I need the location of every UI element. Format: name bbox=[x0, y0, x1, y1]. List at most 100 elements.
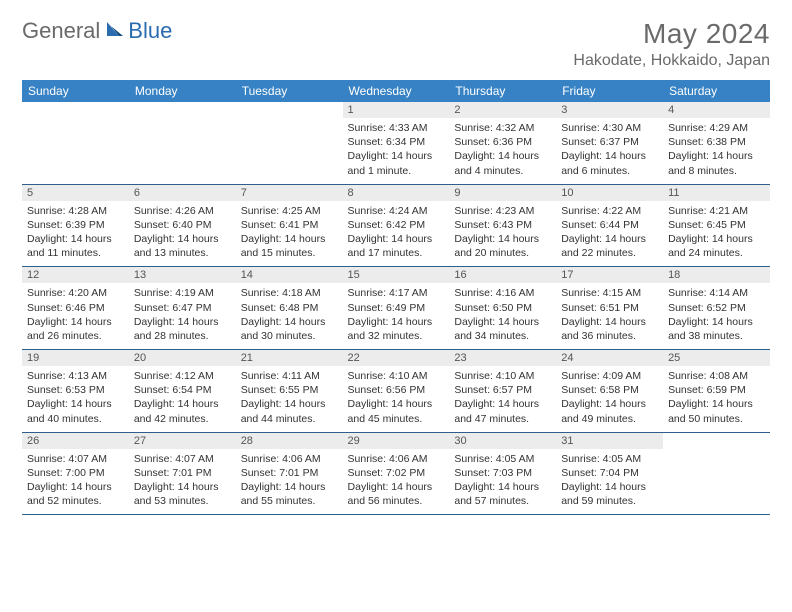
day-number: 7 bbox=[236, 185, 343, 201]
calendar-cell: 16Sunrise: 4:16 AMSunset: 6:50 PMDayligh… bbox=[449, 267, 556, 350]
day-details: Sunrise: 4:20 AMSunset: 6:46 PMDaylight:… bbox=[22, 283, 129, 349]
calendar-cell: 26Sunrise: 4:07 AMSunset: 7:00 PMDayligh… bbox=[22, 432, 129, 515]
day-number: 27 bbox=[129, 433, 236, 449]
calendar-cell: 31Sunrise: 4:05 AMSunset: 7:04 PMDayligh… bbox=[556, 432, 663, 515]
day-details: Sunrise: 4:17 AMSunset: 6:49 PMDaylight:… bbox=[343, 283, 450, 349]
day-number: 5 bbox=[22, 185, 129, 201]
calendar-cell: 6Sunrise: 4:26 AMSunset: 6:40 PMDaylight… bbox=[129, 184, 236, 267]
day-number: 11 bbox=[663, 185, 770, 201]
day-number: 18 bbox=[663, 267, 770, 283]
day-number: 30 bbox=[449, 433, 556, 449]
day-number: 26 bbox=[22, 433, 129, 449]
day-number: 25 bbox=[663, 350, 770, 366]
calendar-cell: 3Sunrise: 4:30 AMSunset: 6:37 PMDaylight… bbox=[556, 102, 663, 184]
calendar-cell: 24Sunrise: 4:09 AMSunset: 6:58 PMDayligh… bbox=[556, 350, 663, 433]
day-details: Sunrise: 4:05 AMSunset: 7:03 PMDaylight:… bbox=[449, 449, 556, 515]
day-details: Sunrise: 4:16 AMSunset: 6:50 PMDaylight:… bbox=[449, 283, 556, 349]
calendar-row: 26Sunrise: 4:07 AMSunset: 7:00 PMDayligh… bbox=[22, 432, 770, 515]
calendar-row: 5Sunrise: 4:28 AMSunset: 6:39 PMDaylight… bbox=[22, 184, 770, 267]
calendar-row: 19Sunrise: 4:13 AMSunset: 6:53 PMDayligh… bbox=[22, 350, 770, 433]
calendar-cell: 29Sunrise: 4:06 AMSunset: 7:02 PMDayligh… bbox=[343, 432, 450, 515]
calendar-cell: . bbox=[129, 102, 236, 184]
day-number: 1 bbox=[343, 102, 450, 118]
day-details: Sunrise: 4:06 AMSunset: 7:02 PMDaylight:… bbox=[343, 449, 450, 515]
day-number: 20 bbox=[129, 350, 236, 366]
day-number: 15 bbox=[343, 267, 450, 283]
calendar-cell: 14Sunrise: 4:18 AMSunset: 6:48 PMDayligh… bbox=[236, 267, 343, 350]
day-number: 14 bbox=[236, 267, 343, 283]
calendar-cell: 5Sunrise: 4:28 AMSunset: 6:39 PMDaylight… bbox=[22, 184, 129, 267]
day-number: 24 bbox=[556, 350, 663, 366]
day-number: 4 bbox=[663, 102, 770, 118]
calendar-cell: 27Sunrise: 4:07 AMSunset: 7:01 PMDayligh… bbox=[129, 432, 236, 515]
calendar-header-row: SundayMondayTuesdayWednesdayThursdayFrid… bbox=[22, 80, 770, 102]
day-number: 23 bbox=[449, 350, 556, 366]
page-title: May 2024 bbox=[573, 18, 770, 50]
day-details: Sunrise: 4:22 AMSunset: 6:44 PMDaylight:… bbox=[556, 201, 663, 267]
calendar-cell: 23Sunrise: 4:10 AMSunset: 6:57 PMDayligh… bbox=[449, 350, 556, 433]
logo: General Blue bbox=[22, 18, 172, 44]
logo-text-general: General bbox=[22, 18, 100, 44]
day-details: Sunrise: 4:08 AMSunset: 6:59 PMDaylight:… bbox=[663, 366, 770, 432]
calendar-table: SundayMondayTuesdayWednesdayThursdayFrid… bbox=[22, 80, 770, 515]
day-number: 9 bbox=[449, 185, 556, 201]
day-number: 19 bbox=[22, 350, 129, 366]
day-details: Sunrise: 4:18 AMSunset: 6:48 PMDaylight:… bbox=[236, 283, 343, 349]
day-number: 13 bbox=[129, 267, 236, 283]
location-text: Hakodate, Hokkaido, Japan bbox=[573, 52, 770, 70]
day-details: Sunrise: 4:29 AMSunset: 6:38 PMDaylight:… bbox=[663, 118, 770, 184]
sail-icon bbox=[105, 20, 125, 43]
header: General Blue May 2024 Hakodate, Hokkaido… bbox=[22, 18, 770, 70]
day-details: Sunrise: 4:21 AMSunset: 6:45 PMDaylight:… bbox=[663, 201, 770, 267]
day-number: 21 bbox=[236, 350, 343, 366]
calendar-cell: 20Sunrise: 4:12 AMSunset: 6:54 PMDayligh… bbox=[129, 350, 236, 433]
day-details: Sunrise: 4:11 AMSunset: 6:55 PMDaylight:… bbox=[236, 366, 343, 432]
calendar-cell: 4Sunrise: 4:29 AMSunset: 6:38 PMDaylight… bbox=[663, 102, 770, 184]
calendar-cell: 25Sunrise: 4:08 AMSunset: 6:59 PMDayligh… bbox=[663, 350, 770, 433]
day-header: Tuesday bbox=[236, 80, 343, 102]
day-details: Sunrise: 4:14 AMSunset: 6:52 PMDaylight:… bbox=[663, 283, 770, 349]
day-number: 3 bbox=[556, 102, 663, 118]
day-details: Sunrise: 4:30 AMSunset: 6:37 PMDaylight:… bbox=[556, 118, 663, 184]
calendar-cell: 19Sunrise: 4:13 AMSunset: 6:53 PMDayligh… bbox=[22, 350, 129, 433]
calendar-cell: 30Sunrise: 4:05 AMSunset: 7:03 PMDayligh… bbox=[449, 432, 556, 515]
day-details: Sunrise: 4:07 AMSunset: 7:01 PMDaylight:… bbox=[129, 449, 236, 515]
calendar-body: . . . 1Sunrise: 4:33 AMSunset: 6:34 PMDa… bbox=[22, 102, 770, 515]
day-number: 31 bbox=[556, 433, 663, 449]
day-details: Sunrise: 4:33 AMSunset: 6:34 PMDaylight:… bbox=[343, 118, 450, 184]
day-details: Sunrise: 4:26 AMSunset: 6:40 PMDaylight:… bbox=[129, 201, 236, 267]
day-number: 6 bbox=[129, 185, 236, 201]
calendar-row: 12Sunrise: 4:20 AMSunset: 6:46 PMDayligh… bbox=[22, 267, 770, 350]
calendar-cell: . bbox=[22, 102, 129, 184]
calendar-cell: 22Sunrise: 4:10 AMSunset: 6:56 PMDayligh… bbox=[343, 350, 450, 433]
day-number: 17 bbox=[556, 267, 663, 283]
day-header: Monday bbox=[129, 80, 236, 102]
day-number: 2 bbox=[449, 102, 556, 118]
calendar-cell: 7Sunrise: 4:25 AMSunset: 6:41 PMDaylight… bbox=[236, 184, 343, 267]
title-block: May 2024 Hakodate, Hokkaido, Japan bbox=[573, 18, 770, 70]
day-details: Sunrise: 4:06 AMSunset: 7:01 PMDaylight:… bbox=[236, 449, 343, 515]
calendar-cell: 18Sunrise: 4:14 AMSunset: 6:52 PMDayligh… bbox=[663, 267, 770, 350]
day-number: 22 bbox=[343, 350, 450, 366]
calendar-cell: 11Sunrise: 4:21 AMSunset: 6:45 PMDayligh… bbox=[663, 184, 770, 267]
day-header: Wednesday bbox=[343, 80, 450, 102]
calendar-cell: 10Sunrise: 4:22 AMSunset: 6:44 PMDayligh… bbox=[556, 184, 663, 267]
calendar-cell: 2Sunrise: 4:32 AMSunset: 6:36 PMDaylight… bbox=[449, 102, 556, 184]
day-details: Sunrise: 4:13 AMSunset: 6:53 PMDaylight:… bbox=[22, 366, 129, 432]
day-details: Sunrise: 4:12 AMSunset: 6:54 PMDaylight:… bbox=[129, 366, 236, 432]
calendar-cell: 21Sunrise: 4:11 AMSunset: 6:55 PMDayligh… bbox=[236, 350, 343, 433]
calendar-cell: 12Sunrise: 4:20 AMSunset: 6:46 PMDayligh… bbox=[22, 267, 129, 350]
day-header: Thursday bbox=[449, 80, 556, 102]
calendar-cell: 9Sunrise: 4:23 AMSunset: 6:43 PMDaylight… bbox=[449, 184, 556, 267]
day-number: 12 bbox=[22, 267, 129, 283]
day-details: Sunrise: 4:32 AMSunset: 6:36 PMDaylight:… bbox=[449, 118, 556, 184]
calendar-cell: 8Sunrise: 4:24 AMSunset: 6:42 PMDaylight… bbox=[343, 184, 450, 267]
logo-text-blue: Blue bbox=[128, 18, 172, 44]
day-number: 16 bbox=[449, 267, 556, 283]
calendar-cell: 28Sunrise: 4:06 AMSunset: 7:01 PMDayligh… bbox=[236, 432, 343, 515]
day-details: Sunrise: 4:09 AMSunset: 6:58 PMDaylight:… bbox=[556, 366, 663, 432]
calendar-cell: 1Sunrise: 4:33 AMSunset: 6:34 PMDaylight… bbox=[343, 102, 450, 184]
day-header: Saturday bbox=[663, 80, 770, 102]
day-header: Sunday bbox=[22, 80, 129, 102]
day-details: Sunrise: 4:10 AMSunset: 6:56 PMDaylight:… bbox=[343, 366, 450, 432]
